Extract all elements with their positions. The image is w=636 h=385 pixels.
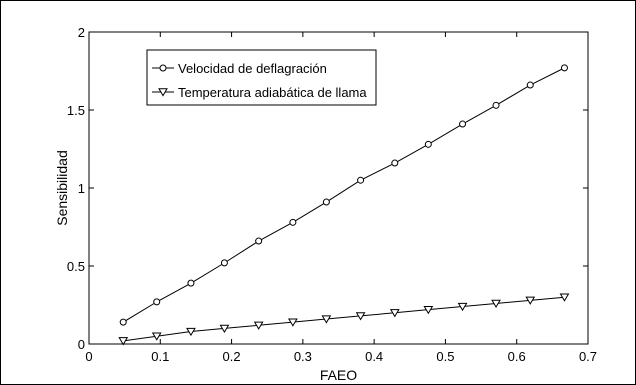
data-point <box>357 176 365 184</box>
data-point <box>525 296 536 305</box>
legend-label: Velocidad de deflagración <box>178 61 327 76</box>
y-tick-label: 2 <box>78 25 85 40</box>
data-point <box>457 302 468 312</box>
x-axis-label: FAEO <box>320 367 357 383</box>
y-axis-label: Sensibilidad <box>54 150 70 226</box>
x-tick-label: 0.5 <box>436 349 454 364</box>
data-point <box>186 327 196 337</box>
series-layer <box>118 64 570 346</box>
legend-item: Velocidad de deflagración <box>152 61 327 76</box>
axis-tick-labels: 0 0.1 0.2 0.3 0.4 0.5 0.6 0.7 0 0.5 1 1.5 2 <box>67 25 597 364</box>
data-point <box>288 318 298 327</box>
data-point <box>253 321 264 330</box>
data-point <box>322 198 330 206</box>
data-point <box>119 318 127 326</box>
data-point <box>289 218 297 226</box>
data-point <box>560 64 568 72</box>
axis-ticks <box>88 31 589 345</box>
legend: Velocidad de deflagración Temperatura adi… <box>146 49 377 106</box>
data-point <box>118 337 129 346</box>
legend-marker <box>158 88 168 97</box>
data-point <box>559 293 570 302</box>
x-tick-label: 0.3 <box>294 349 312 364</box>
series-line <box>122 67 565 323</box>
data-point <box>391 159 399 167</box>
y-tick-label: 0.5 <box>67 259 85 274</box>
series-1 <box>119 64 568 326</box>
data-point <box>153 298 161 306</box>
data-point <box>151 332 162 341</box>
data-point <box>423 305 434 315</box>
x-tick-label: 0.1 <box>151 349 169 364</box>
data-point <box>492 101 500 109</box>
x-tick-label: 0 <box>85 349 92 364</box>
data-point <box>491 299 501 309</box>
series-line <box>123 296 565 342</box>
y-tick-label: 1.5 <box>67 103 85 118</box>
data-point <box>255 237 263 245</box>
data-point <box>355 312 366 321</box>
x-tick-label: 0.2 <box>223 349 241 364</box>
y-tick-label: 1 <box>78 181 85 196</box>
data-point <box>321 315 332 324</box>
data-point <box>219 324 230 333</box>
data-point <box>389 309 400 318</box>
x-tick-label: 0.6 <box>508 349 526 364</box>
x-tick-label: 0.4 <box>365 349 383 364</box>
data-point <box>459 120 467 128</box>
data-point <box>424 140 432 148</box>
legend-item: Temperatura adiabática de llama <box>152 85 367 100</box>
x-tick-label: 0.7 <box>579 349 597 364</box>
data-point <box>220 259 228 267</box>
data-point <box>187 279 195 287</box>
legend-box <box>146 49 377 106</box>
data-point <box>526 81 534 89</box>
series-2 <box>118 293 570 346</box>
y-tick-label: 0 <box>78 337 85 352</box>
legend-marker <box>159 64 167 72</box>
legend-label: Temperatura adiabática de llama <box>178 85 367 100</box>
